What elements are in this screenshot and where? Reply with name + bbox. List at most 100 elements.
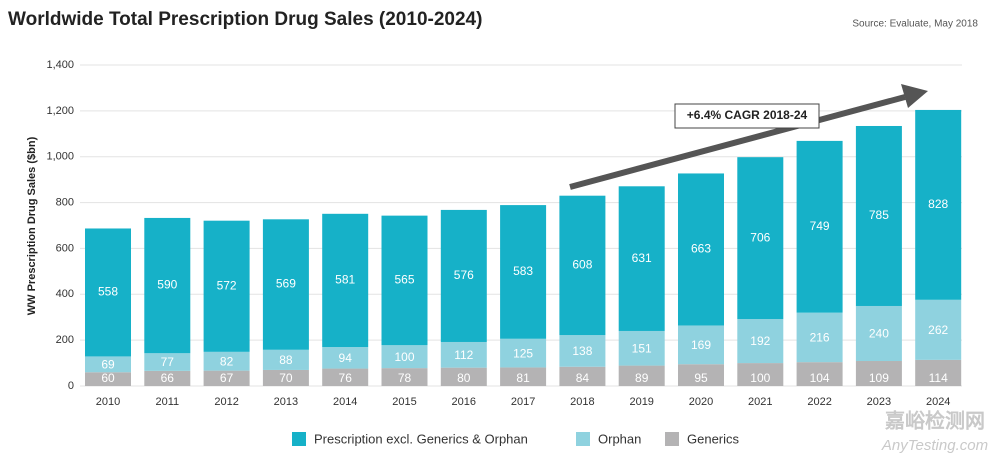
- data-label: 631: [632, 251, 652, 265]
- data-label: 262: [928, 323, 948, 337]
- bar-segment: [678, 364, 724, 386]
- bar-segment: [737, 157, 784, 320]
- data-label: 112: [454, 348, 473, 362]
- bar-segment: [618, 186, 665, 331]
- trend-arrow: [569, 94, 906, 190]
- data-label: 581: [335, 273, 355, 287]
- bar-segment: [737, 319, 784, 364]
- bar-segment: [440, 367, 487, 386]
- data-label: 89: [635, 371, 649, 385]
- y-tick-label: 800: [56, 196, 74, 208]
- x-tick-label: 2018: [570, 396, 594, 408]
- source: Source: Evaluate, May 2018: [852, 19, 978, 30]
- bar-segment: [855, 361, 902, 386]
- data-label: 138: [572, 344, 592, 358]
- watermark: AnyTesting.com: [881, 437, 988, 454]
- bar-segment: [915, 109, 962, 300]
- data-label: 785: [869, 208, 889, 222]
- bar-segment: [855, 125, 902, 306]
- bar-segment: [85, 356, 131, 373]
- bar-segment: [144, 353, 191, 371]
- bar-segment: [796, 312, 843, 363]
- x-tick-label: 2011: [155, 396, 179, 408]
- bar-segment: [500, 205, 547, 339]
- bar-segment: [559, 366, 606, 386]
- y-tick-label: 200: [56, 334, 74, 346]
- data-label: 583: [513, 264, 533, 278]
- x-tick-label: 2016: [452, 396, 476, 408]
- x-tick-label: 2013: [274, 396, 298, 408]
- data-label: 66: [161, 371, 175, 385]
- data-label: 151: [632, 341, 652, 355]
- bar-segment: [381, 368, 428, 386]
- data-label: 100: [750, 371, 770, 385]
- bar-segment: [85, 228, 131, 357]
- y-tick-label: 600: [56, 242, 74, 254]
- bar-segment: [500, 367, 547, 386]
- x-tick-label: 2023: [867, 396, 891, 408]
- data-label: 84: [576, 371, 590, 385]
- bar-segment: [85, 372, 131, 386]
- watermark: 嘉峪检测网: [884, 408, 985, 432]
- bar-segment: [796, 140, 843, 313]
- x-tick-label: 2021: [748, 396, 772, 408]
- data-label: 565: [394, 273, 414, 287]
- data-label: 240: [869, 327, 889, 341]
- data-label: 828: [928, 197, 948, 211]
- y-tick-label: 1,200: [46, 105, 74, 117]
- data-label: 76: [339, 371, 353, 385]
- data-label: 590: [157, 278, 177, 292]
- data-label: 95: [694, 371, 708, 385]
- bar-segment: [262, 369, 309, 386]
- legend-swatch: [576, 432, 590, 446]
- bar-segment: [262, 219, 309, 350]
- data-label: 82: [220, 354, 234, 368]
- data-label: 69: [101, 358, 115, 372]
- bar-segment: [678, 173, 724, 326]
- data-label: 77: [161, 355, 175, 369]
- bar-segment: [618, 365, 665, 386]
- x-tick-label: 2022: [807, 396, 831, 408]
- bar-segment: [440, 341, 487, 368]
- data-label: 104: [810, 371, 830, 385]
- data-label: 663: [691, 242, 711, 256]
- y-tick-label: 0: [68, 380, 74, 392]
- legend-label: Prescription excl. Generics & Orphan: [314, 431, 528, 446]
- data-label: 109: [869, 371, 889, 385]
- data-label: 100: [394, 350, 414, 364]
- legend-label: Orphan: [598, 431, 641, 446]
- y-tick-label: 1,400: [46, 59, 74, 71]
- data-label: 569: [276, 277, 296, 291]
- bar-segment: [381, 345, 428, 369]
- x-tick-label: 2014: [333, 396, 357, 408]
- bar-segment: [796, 362, 843, 386]
- data-label: 169: [691, 338, 711, 352]
- y-tick-label: 1,000: [46, 151, 74, 163]
- data-label: 78: [398, 371, 412, 385]
- x-tick-label: 2024: [926, 396, 950, 408]
- bar-segment: [855, 305, 902, 362]
- data-label: 81: [516, 371, 530, 385]
- bar-segment: [618, 330, 665, 366]
- bar-segment: [203, 220, 250, 352]
- data-label: 60: [101, 371, 115, 385]
- y-tick-label: 400: [56, 288, 74, 300]
- data-label: 608: [572, 258, 592, 272]
- annotation: +6.4% CAGR 2018-24: [687, 108, 808, 122]
- bar-segment: [737, 363, 784, 386]
- data-label: 749: [810, 219, 830, 233]
- legend-swatch: [292, 432, 306, 446]
- bar-segment: [440, 209, 487, 342]
- bar-segment: [915, 359, 962, 386]
- x-tick-label: 2012: [214, 396, 238, 408]
- bar-segment: [144, 370, 191, 386]
- x-tick-label: 2019: [629, 396, 653, 408]
- data-label: 216: [810, 331, 830, 345]
- data-label: 88: [279, 353, 293, 367]
- legend-swatch: [665, 432, 679, 446]
- bar-segment: [203, 370, 250, 386]
- data-label: 80: [457, 371, 471, 385]
- chart-title: Worldwide Total Prescription Drug Sales …: [8, 9, 482, 30]
- x-tick-label: 2010: [96, 396, 120, 408]
